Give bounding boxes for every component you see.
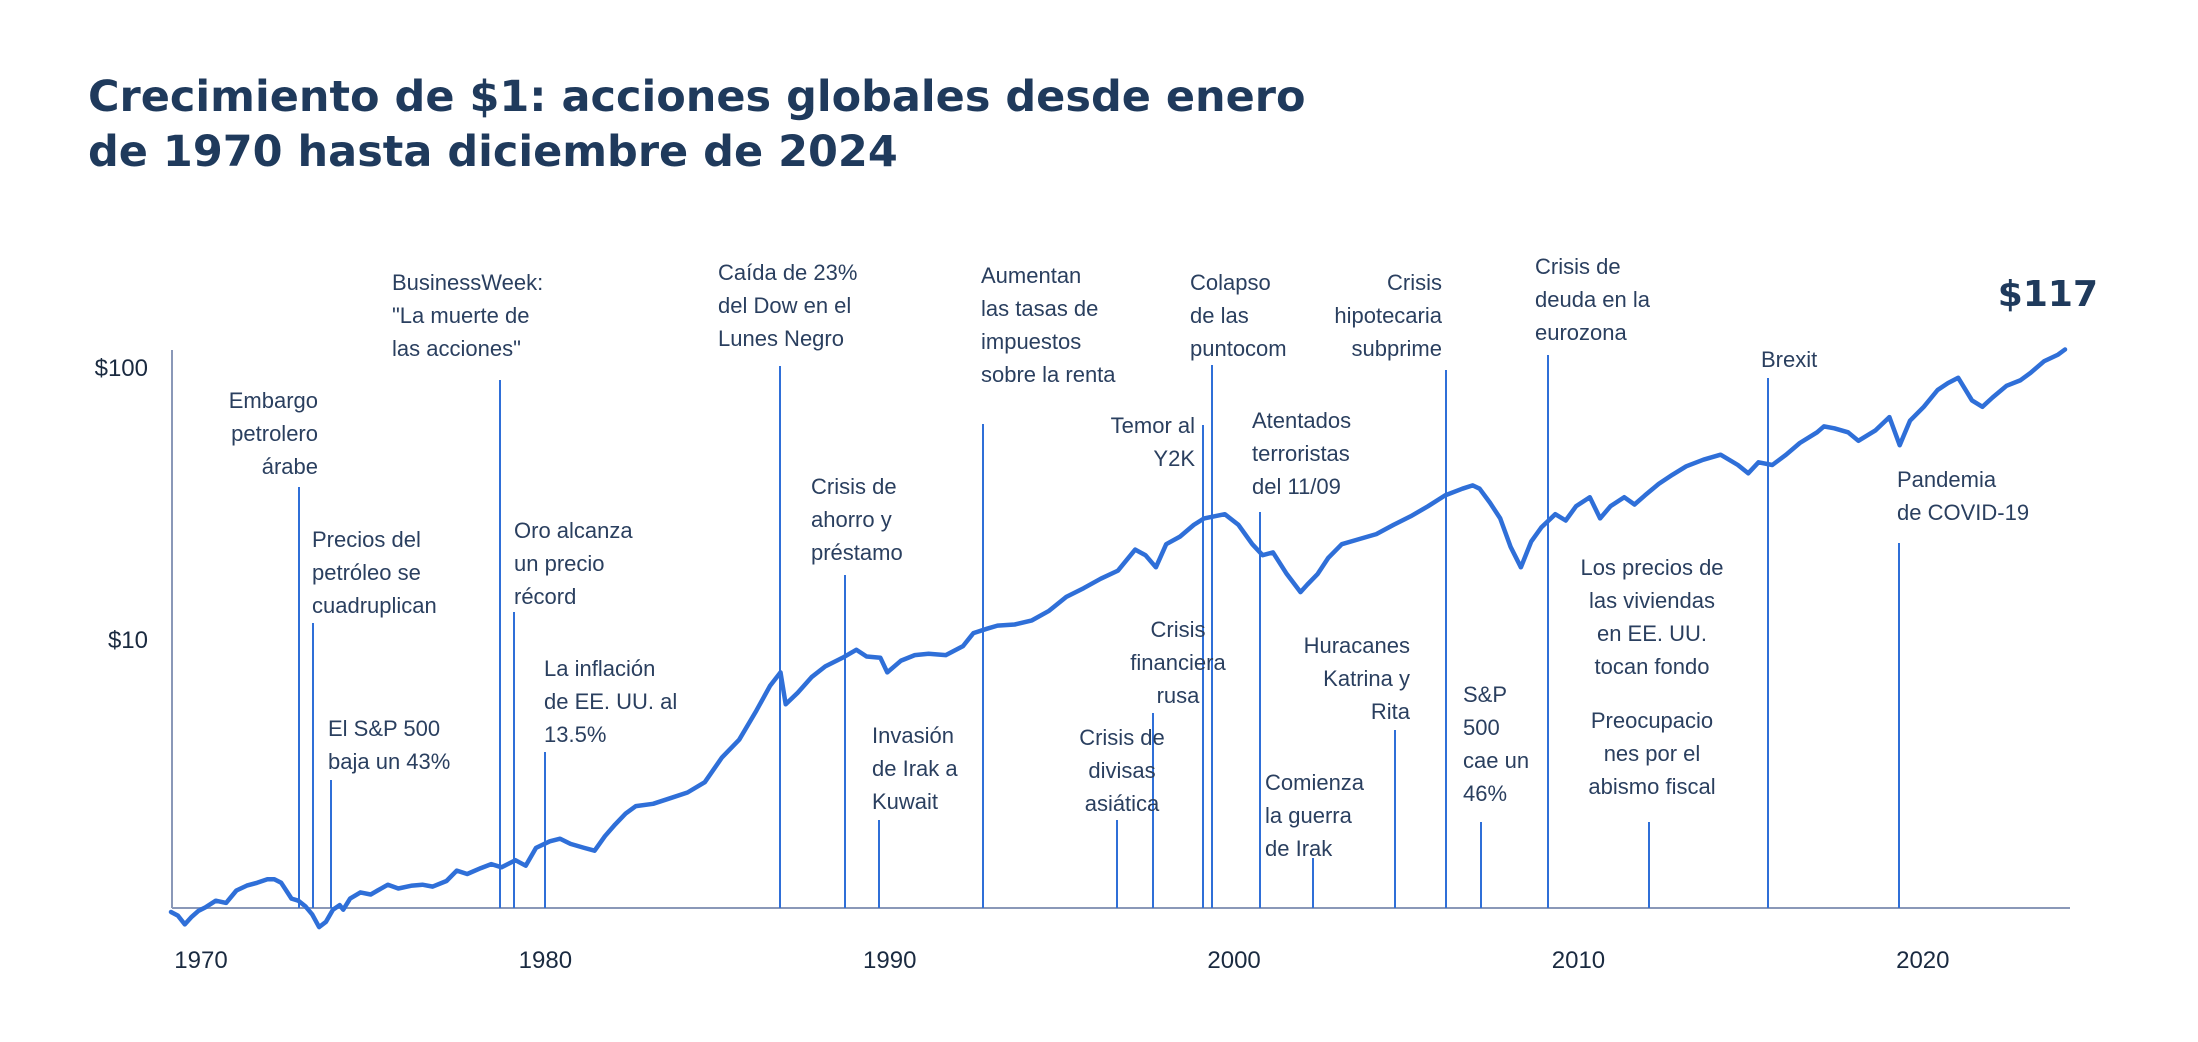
series-group xyxy=(168,347,2068,930)
annotation-label: Precios del petróleo se cuadruplican xyxy=(312,527,437,618)
annotation-label: Embargo petrolero árabe xyxy=(229,388,318,479)
annotation-label: Invasión de Irak a Kuwait xyxy=(872,723,958,814)
final-value-label: $117 xyxy=(1998,274,2098,315)
annotation-label: Crisis hipotecaria subprime xyxy=(1334,270,1442,361)
x-tick-label: 1970 xyxy=(174,947,227,974)
annotation-label: Preocupacio nes por el abismo fiscal xyxy=(1588,708,1715,799)
annotation-label: S&P 500 cae un 46% xyxy=(1463,682,1529,806)
annotation-label: El S&P 500 baja un 43% xyxy=(328,716,450,774)
annotation-label: Temor al Y2K xyxy=(1111,413,1196,471)
series-line xyxy=(168,347,2068,930)
annotation-label: Los precios de las viviendas en EE. UU. toc… xyxy=(1580,555,1723,679)
annotation-label: Crisis de divisas asiática xyxy=(1079,725,1165,816)
annotation-label: Crisis de ahorro y préstamo xyxy=(811,474,903,565)
annotation-label: Aumentan las tasas de impuestos sobre la re… xyxy=(981,263,1116,387)
axes xyxy=(171,350,2070,909)
annotation-label: BusinessWeek: "La muerte de las acciones" xyxy=(392,270,543,361)
annotation-label: Caída de 23% del Dow en el Lunes Negro xyxy=(718,260,857,351)
annotation-label: La inflación de EE. UU. al 13.5% xyxy=(544,656,677,747)
annotation-label: Crisis de deuda en la eurozona xyxy=(1535,254,1651,345)
annotation-texts: Embargo petrolero árabe Precios del petróleo… xyxy=(229,254,2029,861)
y-tick-label: $100 xyxy=(95,355,148,382)
annotation-label: Huracanes Katrina y Rita xyxy=(1304,633,1411,724)
x-tick-label: 1990 xyxy=(863,947,916,974)
x-tick-label: 2000 xyxy=(1207,947,1260,974)
annotation-label: Crisis financiera rusa xyxy=(1130,617,1226,708)
annotation-label: Atentados terroristas del 11/09 xyxy=(1252,408,1351,499)
annotation-label: Comienza la guerra de Irak xyxy=(1265,770,1365,861)
x-tick-label: 2010 xyxy=(1552,947,1605,974)
annotation-label: Oro alcanza un precio récord xyxy=(514,518,633,609)
y-tick-label: $10 xyxy=(108,627,148,654)
axis-labels: 1970 1980 1990 2000 2010 2020 $10 $100 $117 xyxy=(95,274,2098,974)
annotation-label: Brexit xyxy=(1761,347,1817,372)
annotation-label: Colapso de las puntocom xyxy=(1190,270,1287,361)
x-tick-label: 1980 xyxy=(519,947,572,974)
chart-title: Crecimiento de $1: acciones globales des… xyxy=(88,72,1306,177)
x-tick-label: 2020 xyxy=(1896,947,1949,974)
annotation-label: Pandemia de COVID-19 xyxy=(1897,467,2029,525)
annotation-lines xyxy=(298,355,1900,908)
